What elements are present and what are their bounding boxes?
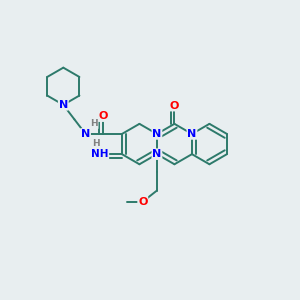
Text: N: N: [81, 129, 90, 139]
Text: O: O: [170, 101, 179, 111]
Text: H: H: [92, 139, 100, 148]
Text: NH: NH: [91, 149, 108, 159]
Text: N: N: [152, 129, 162, 139]
Text: N: N: [59, 100, 68, 110]
Text: O: O: [138, 197, 148, 207]
Text: N: N: [152, 149, 162, 159]
Text: H: H: [90, 119, 98, 128]
Text: O: O: [99, 111, 108, 121]
Text: N: N: [187, 129, 196, 139]
